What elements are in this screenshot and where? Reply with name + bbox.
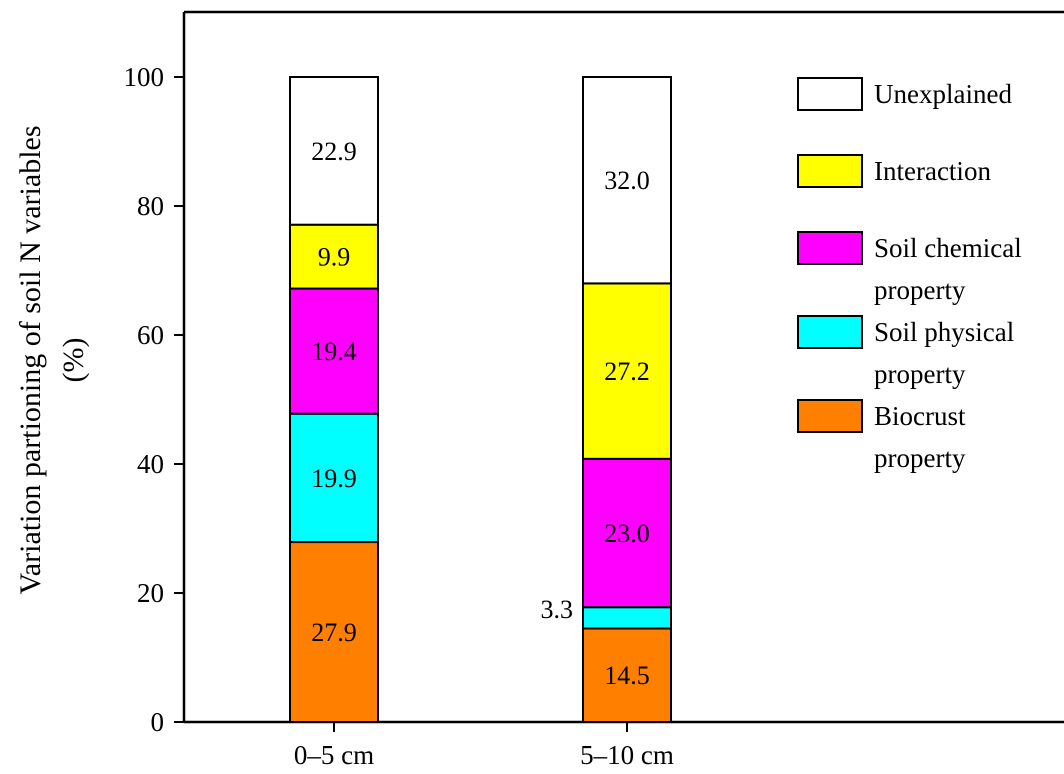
y-tick-label: 60 [137,320,164,350]
legend-swatch [797,154,863,188]
bar-data-label: 23.0 [604,519,650,548]
legend-label: property [874,359,966,389]
bar-data-label: 19.9 [311,464,357,493]
bar-data-label: 27.9 [311,618,357,647]
bars: 27.9 19.9 19.4 9.9 22.9 14.5 3.3 23.0 27.2 32.0 [289,76,672,723]
legend: Unexplained Interaction Soil chemical prope… [797,77,1022,473]
bar-segment [289,287,379,415]
y-tick-label: 0 [151,707,165,737]
bar-data-label: 19.4 [311,337,357,366]
bar-segment [289,76,379,226]
legend-swatch [797,315,863,349]
legend-label: property [874,275,966,305]
y-tick-label: 40 [137,449,164,479]
bar-segment [582,282,672,460]
bar-data-label: 9.9 [318,243,351,272]
bar-segment [582,76,672,285]
legend-swatch [797,399,863,433]
legend-label: property [874,443,966,473]
bar-data-label: 14.5 [604,661,650,690]
bar-segment [582,606,672,630]
legend-label: Unexplained [874,79,1012,109]
y-tick-label: 20 [137,578,164,608]
legend-label: Interaction [874,156,991,186]
bar-segment [289,412,379,544]
bar-data-label: 27.2 [604,357,650,386]
legend-swatch [797,77,863,111]
y-tick-label: 80 [137,191,164,221]
legend-label: Soil chemical [874,233,1022,263]
y-axis-label-line: (%) [57,338,90,383]
x-tick-label: 0–5 cm [294,740,374,770]
x-tick-label: 5–10 cm [580,740,674,770]
legend-swatch [797,231,863,265]
y-axis-label: Variation partioning of soil N variables… [14,125,90,594]
y-axis-label-line: Variation partioning of soil N variables [14,125,47,594]
y-tick-label: 100 [124,62,165,92]
bar-data-label: 32.0 [604,166,650,195]
bar-segment [582,627,672,723]
legend-label: Biocrust [874,401,966,431]
bar-segment [289,541,379,723]
bar-segment [582,457,672,609]
legend-label: Soil physical [874,317,1014,347]
bar-data-label: 22.9 [311,137,357,166]
bar-data-label: 3.3 [541,595,574,624]
